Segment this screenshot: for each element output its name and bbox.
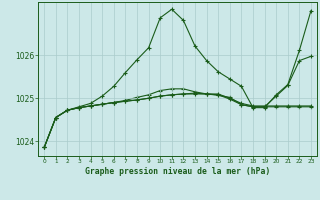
X-axis label: Graphe pression niveau de la mer (hPa): Graphe pression niveau de la mer (hPa) xyxy=(85,167,270,176)
